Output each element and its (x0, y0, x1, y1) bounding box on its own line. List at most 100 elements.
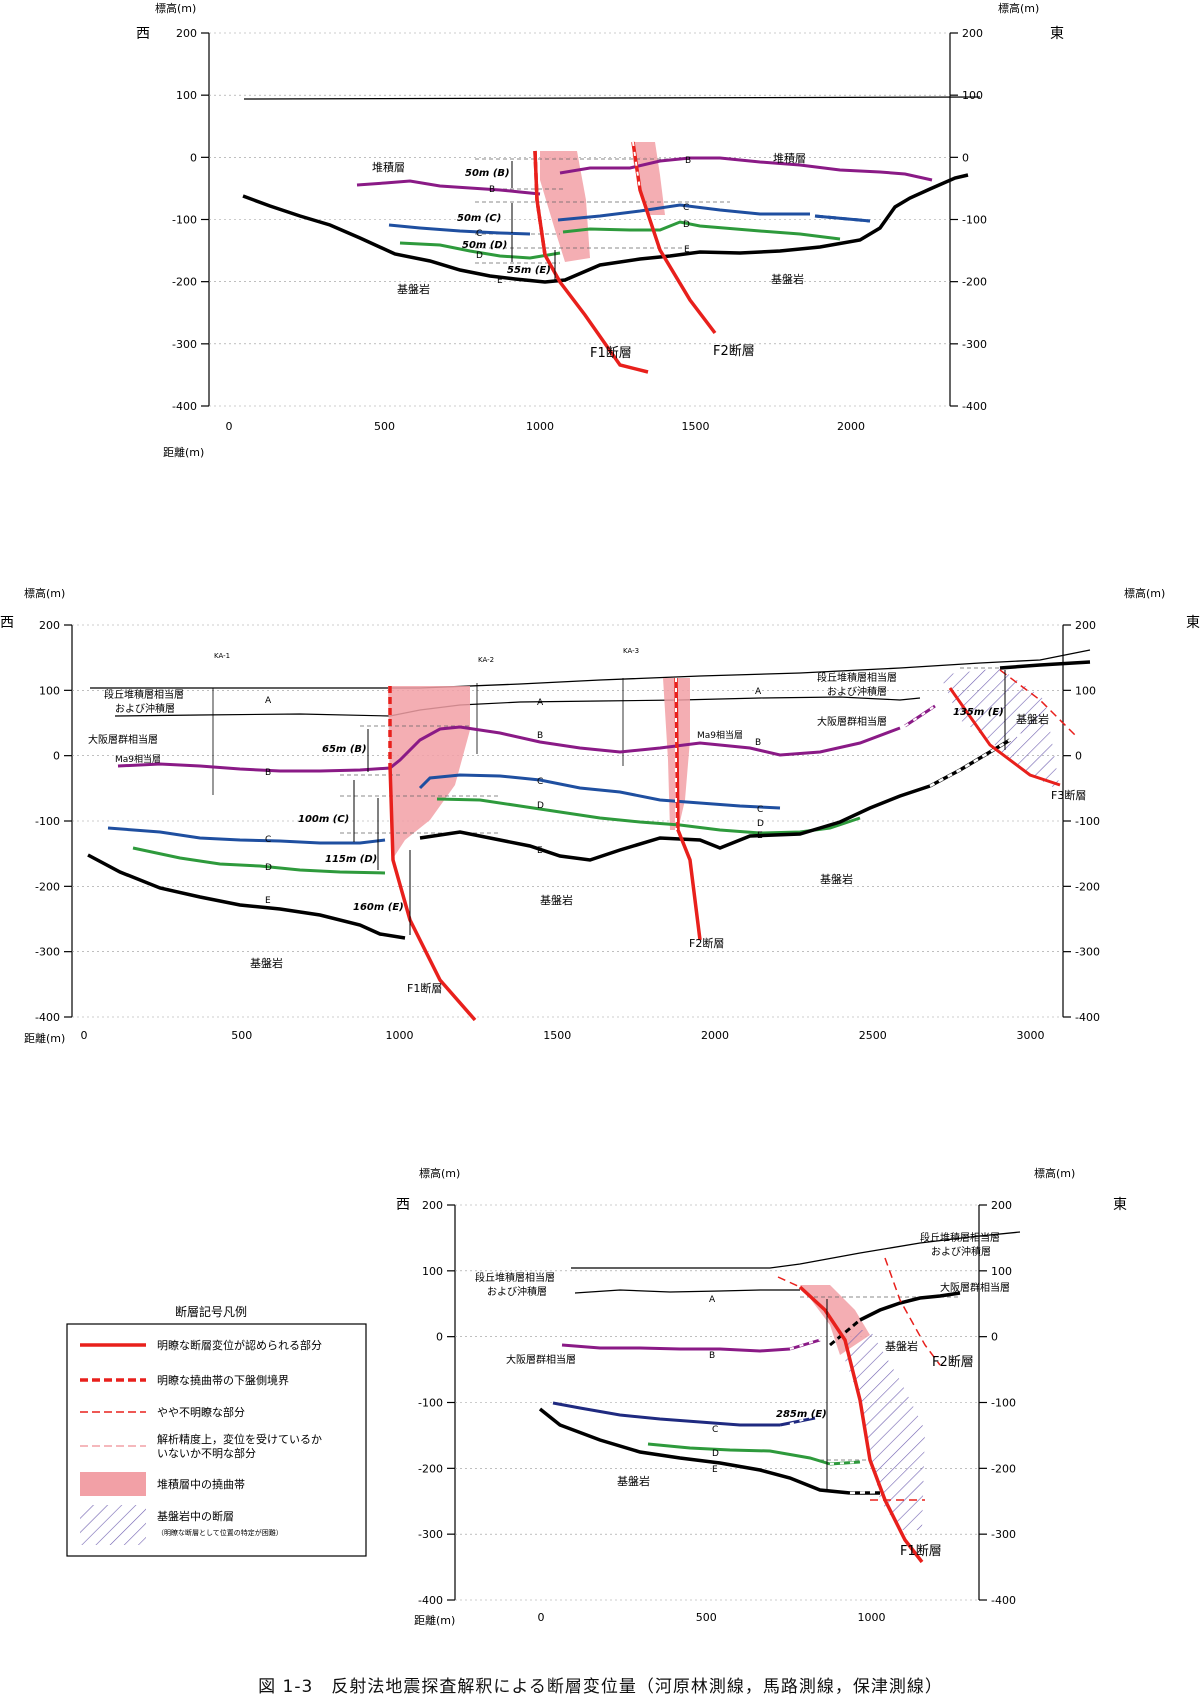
label-bedrock-east: 基盤岩 (885, 1339, 918, 1353)
figure-caption: 図 1-3 反射法地震探査解釈による断層変位量（河原林測線，馬路測線，保津測線） (258, 1677, 943, 1697)
horizon-e-west (87, 853, 406, 940)
basement-dashed (829, 1318, 861, 1347)
y-tick-label: -300 (991, 1528, 1016, 1541)
horizon-a-label-2: A (537, 698, 544, 708)
label-terrace-west: 段丘堆積層相当層 (104, 688, 184, 701)
label-f1: F1断層 (407, 981, 442, 995)
label-bedrock-west: 基盤岩 (397, 282, 430, 296)
y-tick-label: -100 (1075, 815, 1100, 828)
horizon-c-dashed (814, 214, 871, 223)
horizon-b-label: B (709, 1351, 715, 1361)
offset-e: 285m (E) (776, 1409, 827, 1420)
horizon-d (399, 220, 841, 260)
legend-item-bedrock-fault: 基盤岩中の断層 (157, 1509, 234, 1523)
y-axis-label-right: 標高(m) (998, 1, 1039, 15)
legend: 断層記号凡例 明瞭な断層変位が認められる部分 明瞭な撓曲帯の下盤側境界 やや不明… (66, 1304, 367, 1557)
horizon-b-label-e: B (685, 156, 691, 166)
horizon-d-label: D (712, 1449, 719, 1459)
offset-b: 65m (B) (322, 744, 367, 755)
legend-item-bedrock-fault-note: （明瞭な断層として位置の特定が困難） (157, 1528, 283, 1537)
horizon-d-label-e: D (683, 220, 690, 230)
label-bedrock-west: 基盤岩 (250, 956, 283, 970)
label-bedrock-mid: 基盤岩 (820, 872, 853, 886)
west-label: 西 (0, 615, 14, 631)
label-f1: F1断層 (900, 1544, 942, 1559)
horizon-c-label-2: C (537, 777, 543, 787)
west-label: 西 (396, 1197, 410, 1213)
hatch-f3 (940, 668, 1060, 790)
horizon-a (114, 696, 921, 717)
horizon-e (242, 173, 969, 284)
x-tick-label: 1000 (526, 420, 554, 433)
label-bedrock-center: 基盤岩 (540, 893, 573, 907)
y-tick-label: -100 (991, 1397, 1016, 1410)
horizon-b-label-3: B (755, 738, 761, 748)
y-tick-label: -400 (962, 400, 987, 413)
borehole-ka2: KA-2 (478, 656, 494, 664)
offset-b: 50m (B) (465, 168, 510, 179)
horizon-d-label: D (476, 251, 483, 261)
label-f3: F3断層 (1051, 788, 1086, 802)
y-tick-label: -100 (172, 214, 197, 227)
legend-item-unclear: やや不明瞭な部分 (157, 1405, 245, 1419)
basement-top-east (859, 1291, 961, 1322)
y-tick-label: -300 (172, 338, 197, 351)
y-tick-label: -400 (35, 1011, 60, 1024)
offset-arrows (511, 161, 556, 281)
horizon-c-label: C (712, 1425, 718, 1435)
east-label: 東 (1113, 1197, 1127, 1213)
horizon-d-label: D (265, 863, 272, 873)
horizon-b-dashed (789, 1337, 826, 1350)
y-tick-label: 100 (962, 89, 983, 102)
horizon-e-label-3: E (757, 831, 763, 841)
west-label: 西 (136, 26, 150, 42)
label-deposit-west: 堆積層 (372, 160, 405, 174)
label-bedrock-west: 基盤岩 (617, 1474, 650, 1488)
y-tick-label: 100 (176, 89, 197, 102)
horizon-e-label-2: E (537, 846, 543, 856)
x-axis-label: 距離(m) (163, 445, 204, 459)
label-f2: F2断層 (689, 936, 724, 950)
x-tick-label: 0 (538, 1611, 545, 1624)
y-tick-label: 200 (991, 1199, 1012, 1212)
x-axis-label: 距離(m) (24, 1031, 65, 1045)
horizon-a-label: A (265, 696, 272, 706)
legend-item-uncertain-2: いないか不明な部分 (157, 1446, 256, 1460)
horizon-d-label-2: D (537, 801, 544, 811)
x-axis-label: 距離(m) (414, 1613, 455, 1627)
flexure-zone-f1 (540, 151, 590, 262)
horizon-c-label: C (476, 229, 482, 239)
y-tick-label: 100 (1075, 684, 1096, 697)
y-tick-label: 200 (422, 1199, 443, 1212)
label-f1: F1断層 (590, 346, 632, 361)
y-tick-label: 200 (176, 27, 197, 40)
horizon-a-label: A (709, 1295, 716, 1305)
horizon-e-label-e: E (684, 245, 690, 255)
label-ma9-east: Ma9相当層 (697, 729, 743, 741)
horizon-e-dashed (929, 718, 1051, 788)
y-tick-label: -300 (35, 946, 60, 959)
y-tick-label: 100 (991, 1265, 1012, 1278)
offset-arrows (353, 670, 1006, 935)
y-tick-label: 0 (190, 151, 197, 164)
y-tick-label: 0 (991, 1331, 998, 1344)
fault-f2-dashed (632, 141, 641, 191)
label-osaka-west: 大阪層群相当層 (88, 733, 158, 746)
x-tick-label: 2500 (859, 1029, 887, 1042)
label-terrace-west-2: および沖積層 (487, 1285, 547, 1298)
offset-e: 160m (E) (353, 902, 404, 913)
y-tick-label: 0 (53, 750, 60, 763)
x-tick-label: 1500 (543, 1029, 571, 1042)
legend-title: 断層記号凡例 (175, 1304, 247, 1319)
fault-f1-unclear (777, 1276, 801, 1288)
fault-f2-line (884, 1257, 941, 1366)
y-tick-label: 0 (962, 151, 969, 164)
horizon-c-label-3: C (757, 805, 763, 815)
x-tick-label: 1000 (858, 1611, 886, 1624)
label-terrace-east: 段丘堆積層相当層 (817, 671, 897, 684)
offset-e-f3: 135m (E) (953, 707, 1004, 718)
horizon-b (356, 156, 933, 196)
y-tick-label: -200 (962, 276, 987, 289)
